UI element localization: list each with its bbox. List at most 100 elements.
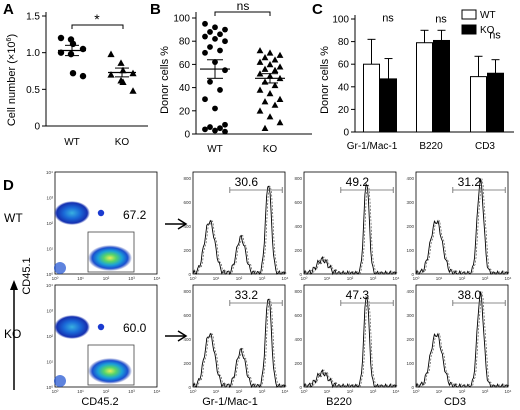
panel-b-point-ko [276,119,284,126]
histogram-curve-dashed [305,296,398,388]
panel-d-letter: D [3,177,14,194]
histogram-y-tick: 200 [294,248,302,253]
panel-a-ytick-label: 0.5 [26,85,40,96]
panel-c-bar-ko [487,72,504,133]
dotplot-wt-tail [54,262,66,274]
dotplot-axis-ticks: 10⁰10⁰10¹10¹10²10²10³10³10⁴10⁴10⁰10⁰10¹1… [46,170,160,394]
panel-b-significance-bracket [214,11,271,16]
panel-b-xtick-wt: WT [207,144,223,155]
panel-a-significance-label: * [94,11,100,27]
panel-b-point-ko [256,47,264,54]
dotplot-y-tick: 10² [46,334,53,339]
panel-a-xtick-wt: WT [64,137,80,148]
histogram-x-tick: 10⁴ [282,276,289,281]
dotplot-wt: 67.2 [54,171,158,275]
panel-c-xlabels: Gr-1/Mac-1 B220 CD3 [347,141,496,152]
histogram-gate-value: 33.2 [235,288,259,302]
histogram-x-tick: 10⁰ [301,276,308,281]
histogram-frame [415,171,509,275]
dotplot-x-tick: 10⁴ [154,389,161,394]
panel-a-point-wt [79,72,87,80]
histogram-y-tick: 400 [406,176,414,181]
histogram-y-tick: 600 [183,313,191,318]
dotplot-x-tick: 10¹ [77,276,84,281]
histogram-x-tick: 10⁴ [393,389,400,394]
histogram-x-tick: 10⁰ [190,276,197,281]
panel-b: B Donor cells % 0 20 40 60 80 100 WT KO ns [150,0,312,155]
histogram-y-tick: 100 [406,361,414,366]
histogram-x-tick: 10² [347,276,354,281]
panel-b-point-ko [266,49,274,56]
histogram-curve-dashed [417,291,510,388]
panel-b-ytick-label: 60 [179,60,191,71]
legend-label-wt: WT [480,10,496,21]
panel-a-point-ko [107,71,115,78]
dotplot-ko: 60.0 [54,284,158,388]
dotplot-x-tick: 10² [103,389,110,394]
panel-a-xtick-ko: KO [115,137,130,148]
dotplot-ko-gate-value: 60.0 [123,321,147,335]
panel-a-point-ko [129,87,137,94]
histogram-y-tick: 100 [406,248,414,253]
panel-c-xtick-label: Gr-1/Mac-1 [347,141,398,152]
histogram-y-tick: 0 [411,272,414,277]
panel-b-point-wt [217,47,223,54]
panel-b-point-ko [266,113,274,120]
row-label-ko: KO [4,327,21,341]
histogram-curve [192,185,286,276]
x-label-cd45-2: CD45.2 [81,396,118,408]
panel-b-point-ko [256,70,264,77]
dotplot-x-tick: 10⁴ [154,276,161,281]
panel-c-letter: C [312,1,323,18]
panel-a-significance-bracket [71,24,124,29]
histogram-x-tick: 10³ [259,389,266,394]
panel-c-ytick-label: 60 [338,60,350,71]
histogram-x-tick: 10⁰ [190,389,197,394]
panel-b-yticks: 0 20 40 60 80 100 [173,14,196,141]
panel-a-point-ko [119,78,127,85]
histogram-gate-value: 31.2 [458,175,482,189]
panel-b-point-wt [217,87,223,93]
panel-b-point-ko [256,58,264,65]
row-label-wt: WT [4,211,23,225]
x-label-b220: B220 [326,396,352,408]
dotplot-wt-gate-value: 67.2 [123,208,147,222]
panel-c-bar-ko [433,39,450,133]
panel-a-points [57,34,137,94]
panel-c: C Donor cells % 0 20 40 60 80 100 ns ns ns Gr-1… [312,1,514,152]
dotplot-wt-cd45-1-population [54,201,90,225]
panel-b-point-ko [266,61,274,68]
dotplot-x-tick: 10³ [128,276,135,281]
panel-c-ytick-label: 0 [343,128,349,139]
histogram-y-tick: 0 [299,272,302,277]
panel-c-ylabel: Donor cells % [319,46,331,114]
histograms: 30.6 0 200 400 600 800 10⁰ 10¹ 10² 10³ 10⁴ 49.2 0 200… [183,171,512,394]
panel-a-point-wt [69,70,77,77]
x-label-cd3: CD3 [444,396,466,408]
panel-c-bar-wt [416,42,433,133]
histogram-x-tick: 10¹ [436,276,443,281]
histogram-y-tick: 200 [406,337,414,342]
panel-b-point-wt [212,127,218,134]
panel-a-yticks: 0 0.5 1.0 1.5 [26,12,46,133]
histogram-gate-value: 47.3 [346,288,370,302]
histogram-y-tick: 600 [183,200,191,205]
panel-b-point-wt [222,38,228,45]
panel-c-bar-ko [380,78,397,133]
histogram-x-tick: 10² [459,276,466,281]
dotplot-y-tick: 10³ [46,309,53,314]
dotplot-y-tick: 10⁰ [46,272,53,277]
histogram-frame [303,171,397,275]
panel-a-point-wt [79,45,87,53]
y-axis-label-cd45-1: CD45.1 [21,257,33,294]
panel-b-point-wt [207,29,213,35]
panel-b-point-wt [217,125,223,132]
histogram-frame [415,284,509,388]
histogram-x-tick: 10⁴ [505,389,512,394]
wt-row-arrow-head [177,218,188,230]
histogram-x-tick: 10¹ [436,389,443,394]
histogram-x-tick: 10¹ [213,389,220,394]
histogram-x-tick: 10³ [370,389,377,394]
panel-c-bar-wt [470,76,487,133]
histogram-y-tick: 300 [406,313,414,318]
